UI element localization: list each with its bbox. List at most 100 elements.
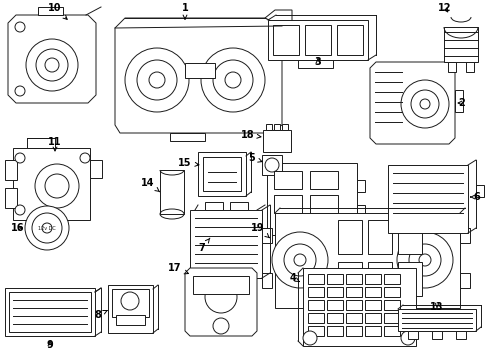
Text: 12v DC: 12v DC <box>38 225 56 230</box>
Bar <box>262 273 272 288</box>
Bar <box>365 300 381 310</box>
Bar <box>456 331 466 339</box>
Bar <box>160 170 184 214</box>
Text: 15: 15 <box>178 158 199 168</box>
Circle shape <box>303 331 317 345</box>
Bar <box>310 195 338 213</box>
Text: 19: 19 <box>251 223 270 238</box>
Bar <box>357 205 365 217</box>
Circle shape <box>15 22 25 32</box>
Bar <box>274 124 280 130</box>
Circle shape <box>26 39 78 91</box>
Text: 14: 14 <box>141 178 160 192</box>
Circle shape <box>15 153 25 163</box>
Bar <box>398 262 422 296</box>
Text: 8: 8 <box>95 310 107 320</box>
Text: 17: 17 <box>168 263 189 274</box>
Bar <box>303 268 416 346</box>
Bar <box>38 7 63 15</box>
Circle shape <box>45 58 59 72</box>
Bar <box>432 331 442 339</box>
Circle shape <box>401 331 415 345</box>
Bar <box>308 326 324 336</box>
Bar <box>384 313 400 323</box>
Bar <box>384 326 400 336</box>
Bar <box>262 228 272 243</box>
Circle shape <box>401 80 449 128</box>
Bar <box>170 133 205 141</box>
Polygon shape <box>115 18 282 133</box>
Bar <box>263 130 291 152</box>
Bar <box>365 287 381 297</box>
Polygon shape <box>370 62 455 144</box>
Bar <box>27 138 55 148</box>
Bar <box>476 185 484 197</box>
Circle shape <box>80 153 90 163</box>
Bar <box>308 313 324 323</box>
Circle shape <box>205 281 237 313</box>
Bar <box>346 274 362 284</box>
Bar <box>460 273 470 288</box>
Bar <box>308 300 324 310</box>
Circle shape <box>272 232 328 288</box>
Bar <box>444 27 478 62</box>
Circle shape <box>137 60 177 100</box>
Circle shape <box>397 232 453 288</box>
Text: 1: 1 <box>182 3 188 19</box>
Bar <box>203 157 241 191</box>
Bar <box>274 171 302 189</box>
Bar <box>297 227 315 241</box>
Bar <box>327 326 343 336</box>
Bar <box>308 287 324 297</box>
Bar <box>365 313 381 323</box>
Bar <box>346 326 362 336</box>
Circle shape <box>213 60 253 100</box>
Bar <box>448 62 456 72</box>
Bar <box>408 331 418 339</box>
Bar <box>398 220 422 254</box>
Bar <box>274 195 302 213</box>
Bar <box>346 313 362 323</box>
Bar <box>346 300 362 310</box>
Bar <box>205 202 223 210</box>
Circle shape <box>409 244 441 276</box>
Circle shape <box>42 223 52 233</box>
Text: 13: 13 <box>430 302 444 312</box>
Bar <box>466 62 474 72</box>
Circle shape <box>201 48 265 112</box>
Circle shape <box>420 99 430 109</box>
Bar <box>90 160 102 178</box>
Bar <box>273 25 299 55</box>
Bar <box>384 274 400 284</box>
Bar <box>268 20 368 60</box>
Bar <box>327 313 343 323</box>
Circle shape <box>265 158 279 172</box>
Bar <box>185 63 215 78</box>
Circle shape <box>213 318 229 334</box>
Text: 3: 3 <box>315 57 321 67</box>
Circle shape <box>121 292 139 310</box>
Bar <box>365 326 381 336</box>
Bar <box>305 25 331 55</box>
Bar <box>13 148 90 220</box>
Bar <box>298 60 333 68</box>
Polygon shape <box>265 10 292 26</box>
Bar <box>368 262 392 296</box>
Circle shape <box>419 254 431 266</box>
Text: 10: 10 <box>48 3 67 19</box>
Bar <box>357 180 365 192</box>
Circle shape <box>36 49 68 81</box>
Bar <box>346 287 362 297</box>
Bar <box>9 292 91 332</box>
Bar <box>327 287 343 297</box>
Bar <box>338 262 362 296</box>
Text: 9: 9 <box>47 340 53 350</box>
Bar <box>388 165 468 233</box>
Bar <box>267 163 357 235</box>
Circle shape <box>125 48 189 112</box>
Circle shape <box>149 72 165 88</box>
Bar <box>308 274 324 284</box>
Circle shape <box>25 206 69 250</box>
Bar <box>282 124 288 130</box>
Bar <box>337 25 363 55</box>
